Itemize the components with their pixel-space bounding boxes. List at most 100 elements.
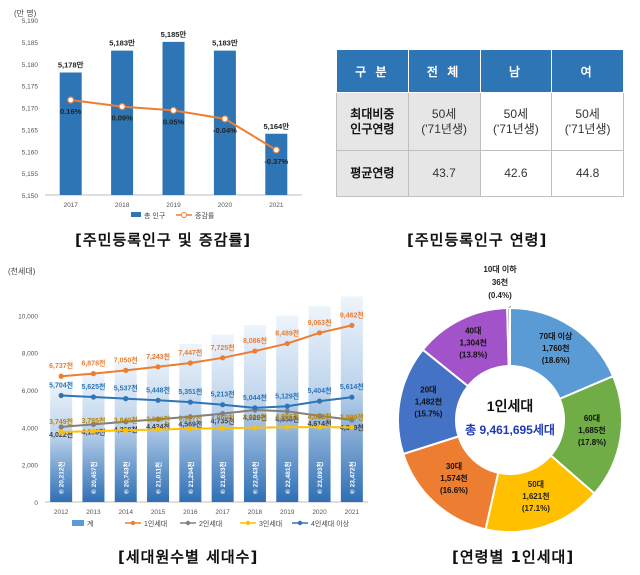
population-xtick: 2021	[269, 202, 284, 209]
household-series-point	[155, 416, 161, 422]
household-legend-label: 1인세대	[144, 519, 167, 528]
donut-slice-pct: (18.6%)	[542, 356, 570, 365]
age-cell: 43.7	[407, 150, 481, 197]
donut-slice-label: 30대	[446, 461, 462, 471]
household-series-label: 5,537천	[114, 384, 138, 393]
household-series-point	[123, 427, 129, 433]
household-series-label: 4,929천	[243, 413, 267, 422]
household-series-label: 5,704천	[49, 381, 73, 390]
population-bar-label: 5,178만	[58, 60, 84, 70]
donut-slice	[506, 306, 511, 368]
household-series-label: 4,006천	[275, 412, 299, 421]
household-total-label: ® 21,633천	[218, 462, 227, 494]
household-series-point	[90, 421, 97, 427]
household-total-label: ® 20,457천	[89, 462, 98, 494]
population-bar-label: 5,183만	[109, 38, 135, 48]
household-total-bar	[243, 325, 266, 502]
population-bar	[59, 72, 82, 195]
household-series-point	[123, 367, 129, 373]
population-bar-label: 5,183만	[212, 38, 238, 48]
household-series-label: 3,927천	[178, 414, 202, 423]
household-series-point	[316, 413, 323, 419]
household-series-label: 3,984천	[243, 413, 267, 422]
donut-slice-label: 70대 이상	[539, 331, 573, 341]
growth-rate-point	[118, 103, 126, 111]
growth-rate-label: -0.04%	[213, 126, 237, 135]
household-series-label: 7,447천	[178, 348, 202, 357]
donut-center-total: 총 9,461,695세대	[465, 422, 555, 437]
growth-rate-label: -0.37%	[264, 157, 288, 166]
age-table-row: 평균연령 43.7 42.6 44.8	[336, 150, 624, 197]
household-legend-label: 계	[87, 519, 93, 528]
donut-slice-pct: (17.1%)	[522, 504, 550, 513]
population-chart-title: [주민등록인구 및 증감률]	[75, 231, 252, 249]
population-ytick: 5,160	[22, 149, 39, 156]
population-ytick: 5,185	[22, 40, 39, 47]
legend-growth-rate: 증감률	[195, 212, 215, 220]
population-xtick: 2017	[63, 202, 78, 209]
household-series-point	[58, 429, 64, 435]
household-ytick: 6,000	[22, 388, 39, 395]
household-series-point	[284, 403, 290, 409]
donut-slice-amount: 36천	[492, 277, 508, 287]
household-series-label: 7,243천	[146, 352, 170, 361]
age-table-header: 구 분 전 체 남 여	[336, 49, 624, 93]
donut-slice-pct: (0.4%)	[488, 291, 512, 300]
household-series-label: 3,749천	[49, 417, 73, 426]
population-xtick: 2019	[166, 202, 181, 209]
household-series-label: 5,129천	[275, 391, 299, 400]
household-series-label: 5,625천	[81, 382, 105, 391]
household-total-label: ® 21,011천	[154, 462, 163, 494]
population-ytick: 5,175	[22, 84, 39, 91]
population-ylabel: (만 명)	[14, 8, 37, 18]
population-ytick: 5,150	[22, 193, 39, 200]
household-series-label: 5,404천	[308, 386, 332, 395]
household-ylabel: (천세대)	[8, 266, 36, 276]
household-series-point	[220, 425, 226, 431]
household-series-point	[220, 411, 226, 417]
age-table-title: [주민등록인구 연령]	[407, 231, 548, 249]
household-series-point	[220, 355, 226, 361]
household-series-point	[58, 373, 64, 379]
household-total-label: ® 21,294천	[186, 462, 195, 494]
household-xtick: 2013	[86, 509, 101, 516]
donut-slice-amount: 1,574천	[440, 473, 467, 483]
population-legend: 총 인구 증감률	[131, 211, 215, 220]
legend-total-population: 총 인구	[144, 211, 166, 220]
donut-slice-label: 10대 이하	[483, 264, 517, 274]
age-cell: 50세 ('71년생)	[407, 92, 481, 151]
age-row-label: 최대비중 인구연령	[336, 92, 409, 151]
household-series-line	[61, 394, 352, 409]
donut-leader-line	[508, 305, 512, 309]
population-bar	[162, 41, 185, 195]
population-ytick: 5,165	[22, 127, 39, 134]
legend-marker-growth-rate	[181, 212, 187, 218]
donut-center-title: 1인세대	[487, 398, 533, 414]
household-total-label: ® 23,093천	[315, 462, 324, 494]
single-household-donut: 1인세대 총 9,461,695세대 70대 이상 1,760천 (18.6%) 60…	[397, 264, 623, 533]
household-series-point	[284, 340, 290, 347]
household-series-label: 9,063천	[308, 318, 332, 327]
growth-rate-point	[221, 115, 229, 123]
household-series-point	[349, 394, 355, 400]
donut-slice-label: 60대	[584, 413, 600, 423]
household-series-point	[284, 424, 290, 430]
household-xtick: 2015	[151, 509, 166, 516]
household-series-label: 5,213천	[211, 390, 235, 399]
household-series-point	[123, 396, 129, 402]
household-series-label: 4,858천	[275, 414, 299, 423]
household-ytick: 0	[34, 500, 38, 507]
household-series-point	[316, 330, 323, 336]
age-row-label: 평균연령	[336, 150, 409, 197]
household-series-label: 8,489천	[275, 329, 299, 338]
household-series-label: 6,878천	[81, 359, 105, 368]
donut-chart-title: [연령별 1인세대]	[452, 548, 575, 566]
household-xtick: 2018	[248, 509, 263, 516]
population-ytick: 5,190	[22, 18, 39, 25]
household-series-point	[90, 394, 97, 400]
household-series-label: 9,462천	[340, 310, 364, 319]
household-series-point	[187, 360, 193, 366]
age-table-row: 최대비중 인구연령 50세 ('71년생) 50세 ('71년생) 50세 ('71년생)	[336, 92, 624, 151]
household-series-point	[252, 425, 258, 431]
household-total-bar	[211, 334, 234, 502]
